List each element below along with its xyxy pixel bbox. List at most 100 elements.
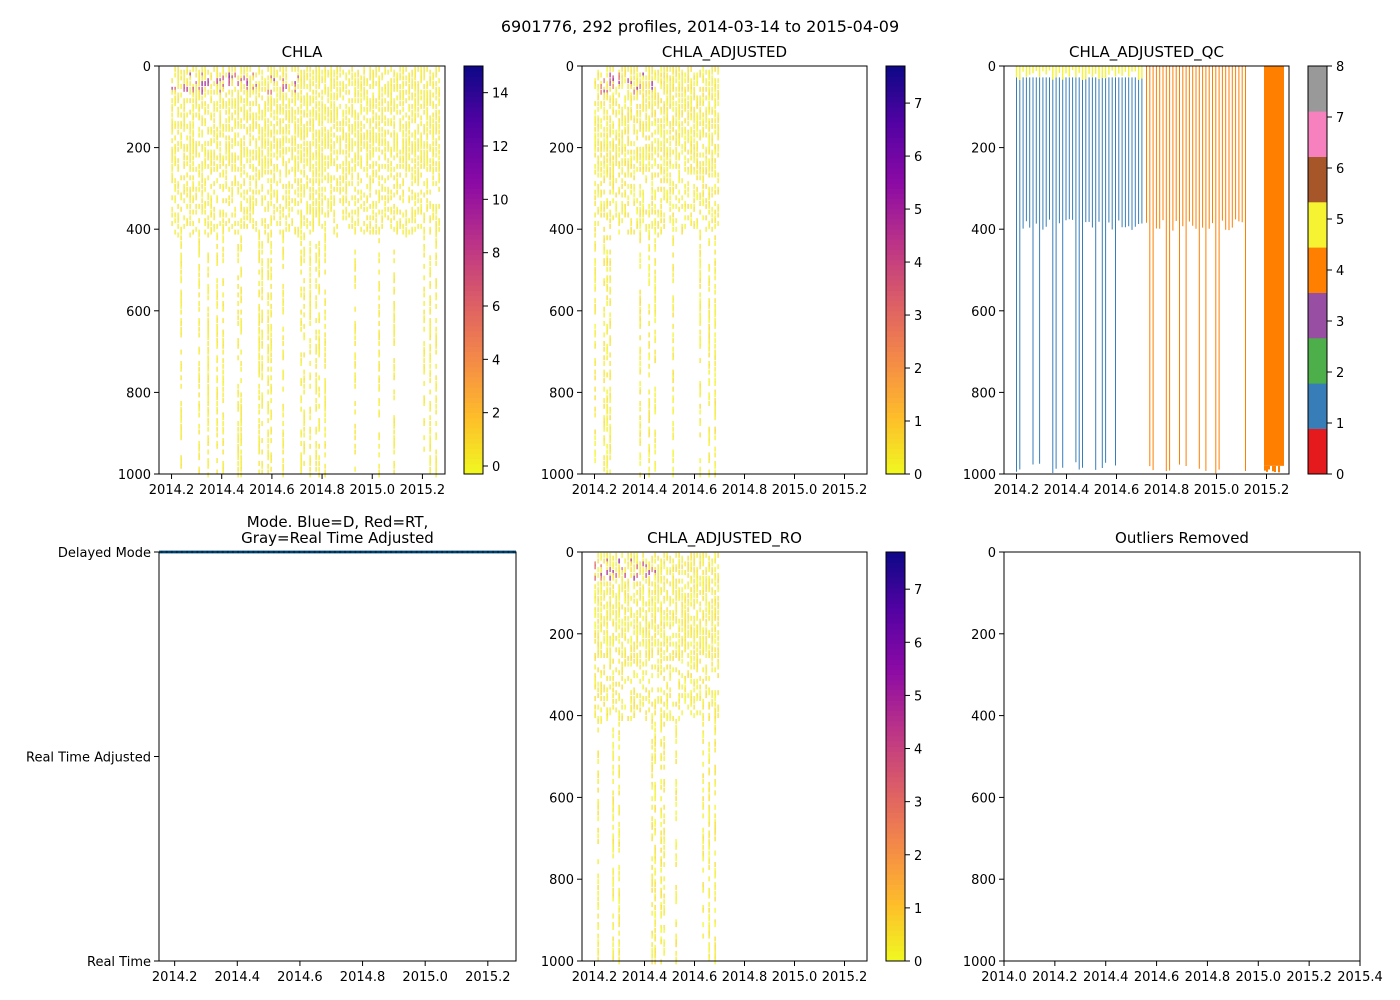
data-cell xyxy=(702,201,704,206)
data-cell xyxy=(378,92,380,98)
data-cell xyxy=(201,66,203,72)
data-cell xyxy=(321,169,323,175)
data-cell xyxy=(309,295,311,301)
data-cell xyxy=(300,269,302,275)
data-cell xyxy=(687,203,689,209)
data-cell xyxy=(408,78,410,84)
data-cell xyxy=(288,112,290,118)
data-cell xyxy=(258,343,260,349)
data-cell xyxy=(228,69,230,75)
data-cell xyxy=(180,275,182,281)
data-cell xyxy=(693,86,695,92)
data-cell xyxy=(192,155,194,161)
data-cell xyxy=(669,75,671,81)
data-cell xyxy=(657,186,659,192)
data-cell xyxy=(642,192,644,198)
data-cell xyxy=(324,346,326,352)
data-cell xyxy=(282,249,284,255)
data-cell xyxy=(375,218,377,224)
data-cell xyxy=(399,163,401,169)
data-cell xyxy=(429,329,431,335)
data-cell xyxy=(336,92,338,98)
data-cell xyxy=(303,449,305,455)
data-cell xyxy=(672,298,674,304)
data-cell xyxy=(675,118,677,124)
data-cell xyxy=(282,406,284,412)
data-cell xyxy=(432,75,434,81)
data-cell xyxy=(303,81,305,87)
data-cell xyxy=(699,95,701,101)
colorbar-band xyxy=(464,106,483,113)
data-cell xyxy=(435,460,437,466)
data-cell xyxy=(423,103,425,109)
data-cell xyxy=(690,163,692,169)
data-cell xyxy=(333,112,335,118)
data-cell xyxy=(435,349,437,355)
data-cell xyxy=(639,401,641,406)
data-cell xyxy=(426,158,428,164)
data-cell xyxy=(300,192,302,198)
data-cell xyxy=(330,175,332,181)
data-cell xyxy=(234,109,236,115)
data-cell xyxy=(207,426,209,432)
data-cell xyxy=(423,395,425,401)
data-cell xyxy=(309,361,311,366)
data-cell xyxy=(171,138,173,144)
data-cell xyxy=(264,169,266,175)
data-cell xyxy=(621,84,623,89)
data-cell xyxy=(681,84,683,89)
data-cell xyxy=(393,463,395,469)
data-cell xyxy=(594,406,596,412)
data-cell xyxy=(216,375,218,381)
data-cell xyxy=(297,78,299,84)
data-cell xyxy=(648,343,650,349)
data-cell xyxy=(312,218,314,224)
data-cell xyxy=(246,129,248,135)
data-cell xyxy=(177,129,179,135)
data-cell xyxy=(267,158,269,164)
data-cell xyxy=(696,95,698,101)
data-cell xyxy=(606,372,608,378)
data-cell xyxy=(354,226,356,232)
data-cell xyxy=(195,81,197,87)
data-cell xyxy=(300,152,302,158)
data-cell xyxy=(216,232,218,238)
data-cell xyxy=(198,301,200,306)
data-cell xyxy=(609,261,611,266)
data-cell xyxy=(594,226,596,232)
data-cell xyxy=(609,115,611,121)
data-cell xyxy=(198,106,200,112)
data-cell xyxy=(345,72,347,78)
data-cell xyxy=(414,152,416,158)
data-cell xyxy=(237,132,239,138)
data-cell xyxy=(240,69,242,75)
data-cell xyxy=(180,263,182,269)
data-cell xyxy=(639,78,641,84)
data-cell xyxy=(267,269,269,275)
data-cell xyxy=(645,103,647,109)
data-cell xyxy=(408,123,410,129)
data-cell xyxy=(675,183,677,189)
data-cell xyxy=(294,158,296,164)
data-cell xyxy=(609,141,611,147)
data-cell xyxy=(234,118,236,124)
data-cell xyxy=(672,235,674,241)
data-cell xyxy=(261,309,263,315)
data-cell xyxy=(342,198,344,204)
data-cell xyxy=(678,81,680,87)
data-cell xyxy=(216,409,218,415)
data-cell xyxy=(198,163,200,169)
data-cell xyxy=(366,166,368,172)
data-cell xyxy=(171,103,173,109)
data-cell xyxy=(606,395,608,401)
data-cell xyxy=(660,209,662,215)
data-cell xyxy=(258,115,260,121)
data-cell xyxy=(615,101,617,107)
data-cell xyxy=(318,421,320,426)
data-cell xyxy=(636,112,638,118)
data-cell xyxy=(321,112,323,118)
data-cell xyxy=(234,132,236,138)
data-cell xyxy=(618,152,620,158)
data-cell xyxy=(300,358,302,364)
data-cell xyxy=(330,183,332,189)
